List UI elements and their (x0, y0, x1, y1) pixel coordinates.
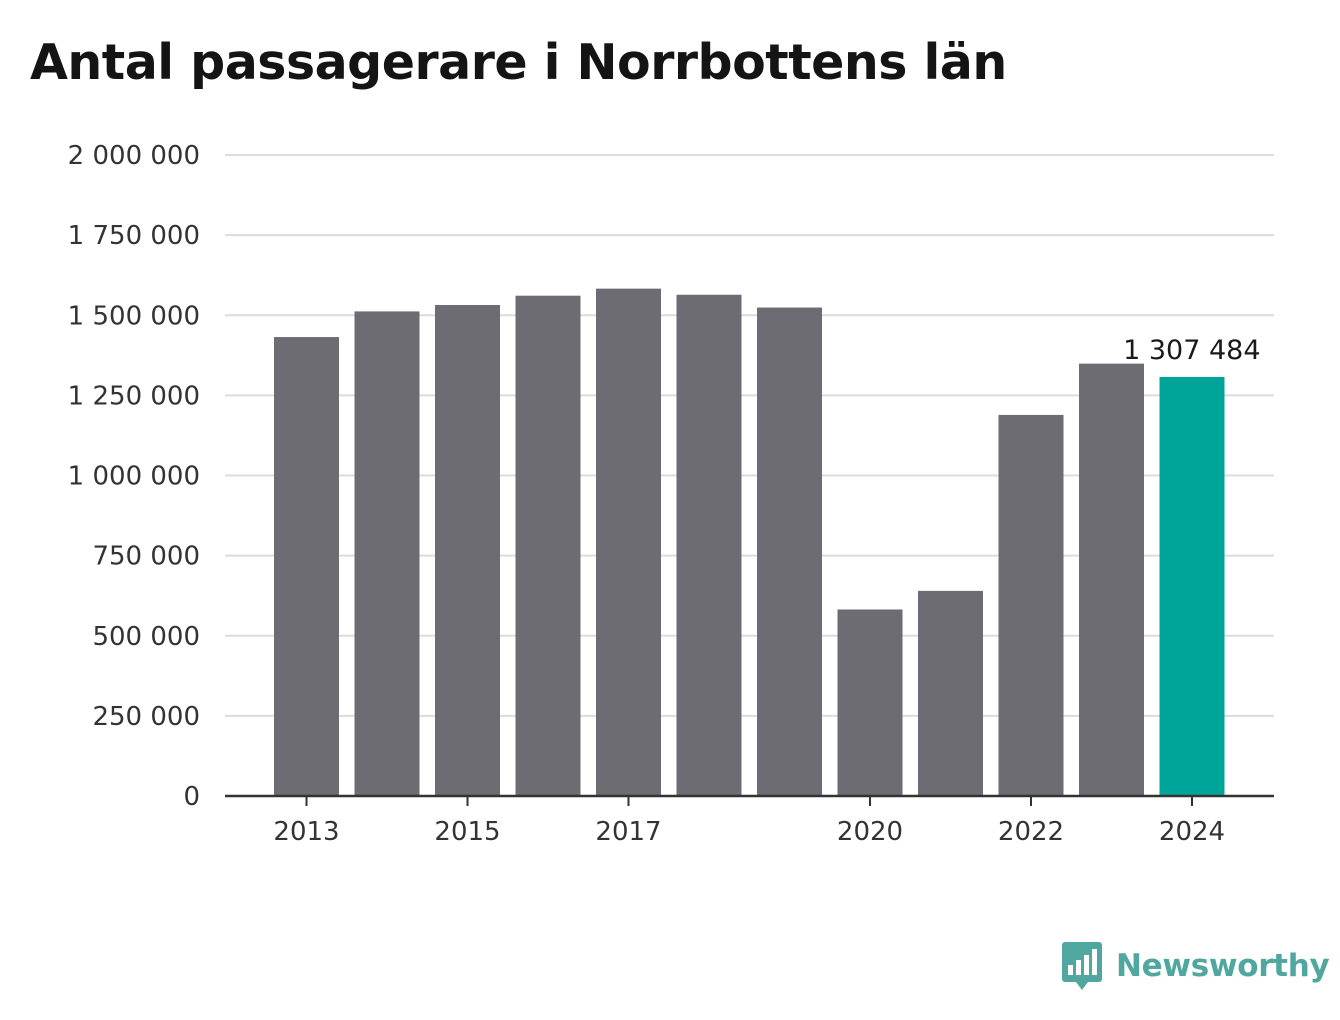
bar-2016 (515, 295, 581, 796)
bar-2013 (274, 337, 339, 796)
bar-2022 (998, 414, 1064, 796)
x-tick-label: 2024 (1159, 817, 1225, 847)
x-tick-label: 2022 (998, 817, 1064, 847)
y-tick-label: 1 500 000 (68, 301, 200, 331)
chart-title: Antal passagerare i Norrbottens län (30, 34, 1007, 91)
brand-logo: Newsworthy (1062, 942, 1330, 990)
brand-name: Newsworthy (1116, 948, 1330, 984)
bar-chart-speech-bubble-icon (1062, 942, 1102, 990)
y-tick-label: 1 000 000 (68, 462, 200, 492)
y-tick-label: 1 250 000 (68, 381, 200, 411)
bar-2017 (596, 288, 661, 796)
y-tick-label: 1 750 000 (68, 221, 200, 251)
x-tick-label: 2017 (595, 817, 661, 847)
bar-2021 (918, 590, 983, 796)
bar-2023 (1079, 363, 1144, 796)
x-axis-ticks: 2013 2015 2017 2020 2022 2024 (273, 796, 1225, 847)
data-label-2024: 1 307 484 (1123, 335, 1260, 366)
bar-2014 (354, 311, 420, 796)
y-tick-label: 2 000 000 (68, 141, 200, 171)
y-tick-label: 250 000 (92, 702, 200, 732)
y-tick-label: 750 000 (92, 542, 200, 572)
x-tick-label: 2020 (837, 817, 903, 847)
bar-2020 (837, 609, 903, 796)
data-labels: 1 307 484 (1123, 335, 1260, 366)
bars (274, 288, 1225, 796)
x-tick-label: 2015 (434, 817, 500, 847)
x-tick-label: 2013 (273, 817, 339, 847)
y-tick-label: 500 000 (92, 622, 200, 652)
bar-2015 (435, 304, 500, 796)
y-axis-ticks: 0 250 000 500 000 750 000 1 000 000 1 250 000… (68, 141, 200, 812)
bar-2019 (757, 307, 822, 796)
y-tick-label: 0 (183, 782, 200, 812)
bar-2024 (1159, 376, 1225, 796)
bar-2018 (676, 294, 742, 796)
